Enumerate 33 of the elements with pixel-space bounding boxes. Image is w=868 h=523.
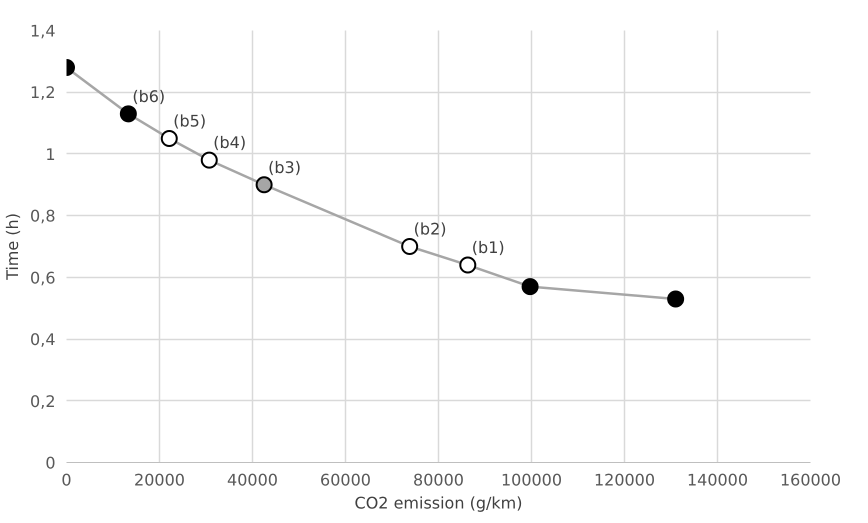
x-tick-label: 80000: [413, 470, 464, 490]
y-tick-label: 1,2: [30, 83, 56, 102]
y-tick-label: 0: [45, 454, 56, 472]
annotation: (b3): [268, 158, 301, 177]
y-tick-label: 1,4: [30, 22, 56, 40]
y-tick-label: 0,2: [30, 392, 56, 411]
point: [522, 278, 539, 296]
annotation: (b5): [173, 112, 206, 130]
x-axis-title: CO2 emission (g/km): [354, 494, 522, 512]
y-tick-label: 1: [45, 144, 56, 164]
x-tick-label: 40000: [227, 470, 278, 490]
point: [459, 256, 476, 274]
annotation: (b2): [414, 220, 446, 238]
point: [160, 130, 178, 147]
annotation: (b6): [132, 86, 166, 106]
x-tick-label: 60000: [320, 470, 371, 490]
y-tick-label: 0,8: [30, 206, 56, 226]
point: [200, 152, 218, 169]
x-tick-label: 140000: [686, 470, 748, 490]
y-axis-title: Time (h): [3, 213, 22, 281]
point: [401, 238, 418, 255]
point: [256, 176, 273, 194]
annotation: (b4): [213, 133, 246, 152]
y-tick-label: 0,4: [30, 330, 56, 350]
y-tick-label: 0,6: [30, 268, 56, 288]
point: [120, 105, 137, 122]
annotation: (b1): [472, 238, 505, 258]
x-tick-label: 100000: [500, 470, 562, 490]
x-tick-label: 120000: [594, 470, 656, 490]
x-tick-label: 20000: [134, 470, 185, 490]
point: [667, 290, 684, 308]
x-tick-label: 160000: [780, 470, 842, 490]
x-tick-label: 0: [61, 470, 72, 490]
